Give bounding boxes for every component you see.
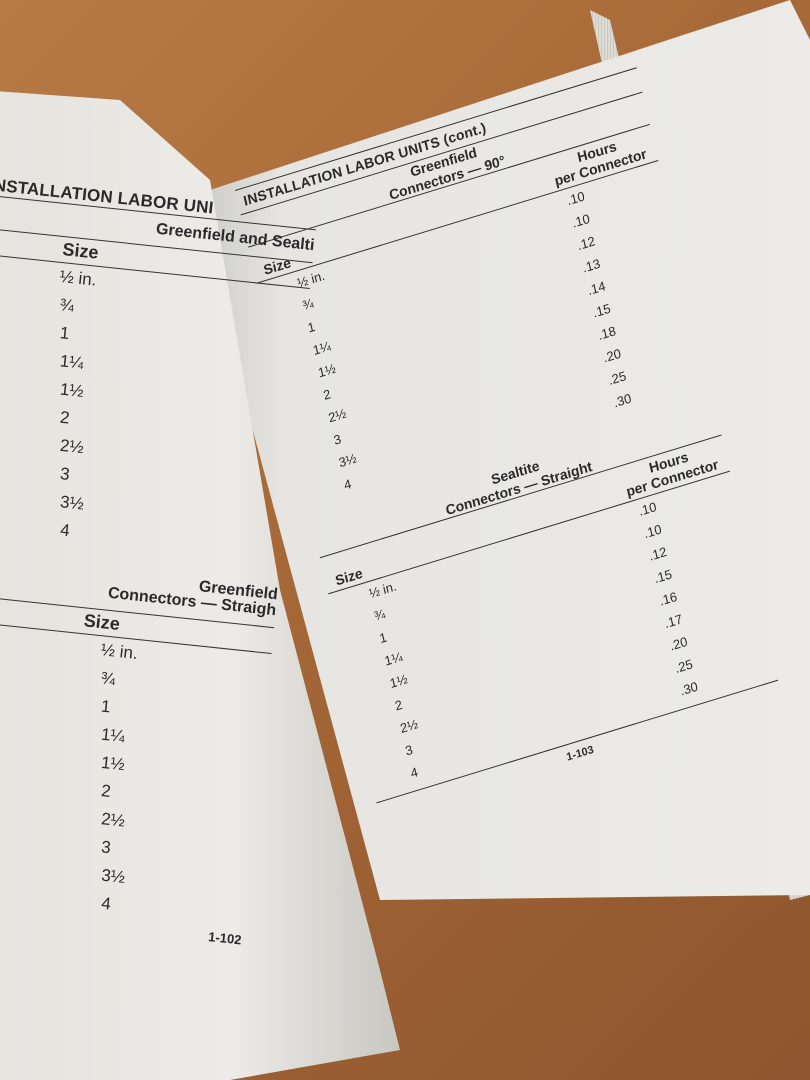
size-cell: ½ in. (99, 640, 139, 664)
size-cell: 3½ (59, 492, 85, 514)
size-cell: 3½ (100, 865, 126, 887)
size-cell: 3 (332, 431, 343, 448)
size-cell: 3 (59, 464, 71, 484)
size-cell: 3 (100, 837, 112, 858)
size-cell: 4 (59, 520, 71, 541)
size-cell: 1 (58, 323, 71, 344)
size-cell: 1 (306, 318, 317, 336)
size-cell: 2 (59, 407, 71, 428)
size-cell: 3 (403, 741, 415, 759)
size-cell: ¾ (58, 295, 75, 316)
size-cell: 1½ (100, 752, 126, 775)
size-cell: 2½ (100, 809, 126, 831)
size-cell: 1¼ (100, 724, 126, 747)
size-cell: 1½ (59, 379, 85, 401)
size-cell: ¾ (100, 668, 117, 689)
size-cell: 1 (377, 629, 389, 647)
size-cell: ½ in. (58, 266, 98, 290)
size-cell: 2 (100, 781, 112, 801)
size-cell: 2 (393, 696, 404, 714)
size-cell: 4 (342, 476, 353, 493)
size-cell: ¾ (372, 605, 387, 624)
size-cell: 2 (321, 386, 333, 403)
size-cell: 1¼ (58, 351, 85, 373)
size-cell: 1 (100, 696, 112, 717)
greenfield-straight-table: ½ in. ¾ 1 1¼ 1½ 2 2½ 3 3½ 4 (0, 620, 271, 933)
size-cell: 4 (100, 893, 112, 914)
size-cell: 2½ (59, 435, 85, 458)
greenfield-sealtite-table: ½ in. ¾ 1 1¼ 1½ 2 2½ 3 3½ 4 (0, 255, 310, 568)
size-cell: 4 (409, 764, 420, 781)
